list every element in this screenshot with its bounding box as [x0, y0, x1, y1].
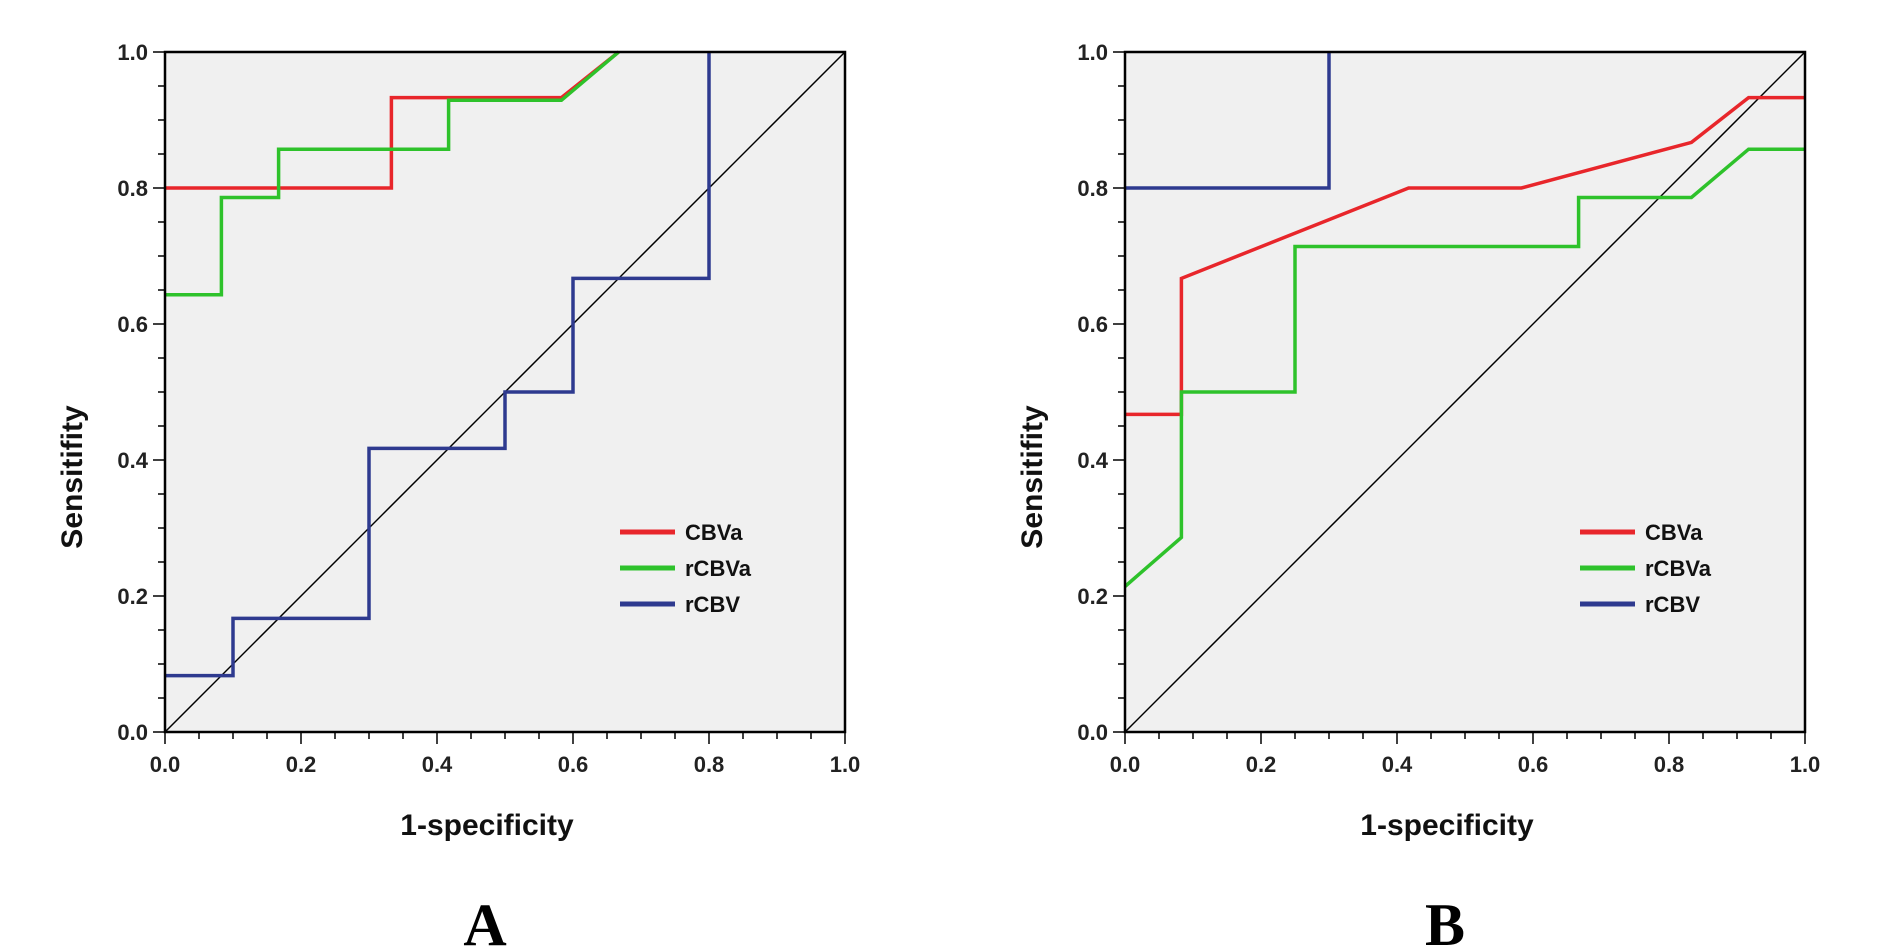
y-tick-label: 0.0: [1077, 720, 1108, 745]
x-tick-label: 0.2: [1246, 752, 1277, 777]
panel-label-b: B: [1425, 892, 1465, 950]
x-tick-label: 0.4: [422, 752, 453, 777]
x-axis-title: 1-specificity: [400, 809, 574, 842]
legend-label-rcbv: rCBV: [685, 592, 740, 617]
panel-label-a: A: [463, 892, 506, 950]
x-axis-title: 1-specificity: [1360, 809, 1534, 842]
x-tick-label: 0.2: [286, 752, 317, 777]
series-line-rcbva: [1123, 147, 1805, 588]
x-tick-label: 0.6: [558, 752, 589, 777]
y-tick-label: 1.0: [1077, 40, 1108, 65]
y-tick-label: 0.2: [1077, 584, 1108, 609]
y-tick-label: 1.0: [117, 40, 148, 65]
x-tick-label: 0.4: [1382, 752, 1413, 777]
legend-label-rcbva: rCBVa: [685, 556, 752, 581]
y-tick-label: 0.8: [1077, 176, 1108, 201]
roc-panel-b: 0.0 0.2 0.4 0.6 0.8 1.0 0.0 0.2 0.4 0.6 0.8 1.0 1-sp…: [1016, 40, 1820, 950]
series-line-rcbv: [165, 52, 711, 678]
legend-label-rcbv: rCBV: [1645, 592, 1700, 617]
y-tick-label: 0.6: [117, 312, 148, 337]
y-tick-label: 0.4: [1077, 448, 1108, 473]
y-tick-label: 0.6: [1077, 312, 1108, 337]
x-tick-label: 1.0: [1790, 752, 1821, 777]
y-axis-title: Sensitifity: [56, 405, 89, 549]
y-axis-title: Sensitifity: [1016, 405, 1049, 549]
roc-panel-a: 0.0 0.2 0.4 0.6 0.8 1.0 0.0 0.2 0.4 0.6 0.8 1.0 1-sp…: [56, 40, 860, 950]
x-tick-label: 1.0: [830, 752, 861, 777]
legend-label-cbva: CBVa: [1645, 520, 1703, 545]
y-tick-label: 0.2: [117, 584, 148, 609]
x-tick-label: 0.8: [694, 752, 725, 777]
x-tick-label: 0.6: [1518, 752, 1549, 777]
x-tick-label: 0.0: [1110, 752, 1141, 777]
diagonal-reference-line: [1124, 51, 1806, 733]
series-line-rcbva: [165, 50, 620, 297]
legend-label-rcbva: rCBVa: [1645, 556, 1712, 581]
plot-frame-a: [163, 50, 847, 734]
y-tick-label: 0.8: [117, 176, 148, 201]
x-tick-label: 0.8: [1654, 752, 1685, 777]
x-tick-label: 0.0: [150, 752, 181, 777]
plot-frame-b: [1123, 50, 1807, 734]
y-tick-label: 0.4: [117, 448, 148, 473]
legend-label-cbva: CBVa: [685, 520, 743, 545]
series-line-rcbv: [1125, 52, 1331, 190]
y-tick-label: 0.0: [117, 720, 148, 745]
